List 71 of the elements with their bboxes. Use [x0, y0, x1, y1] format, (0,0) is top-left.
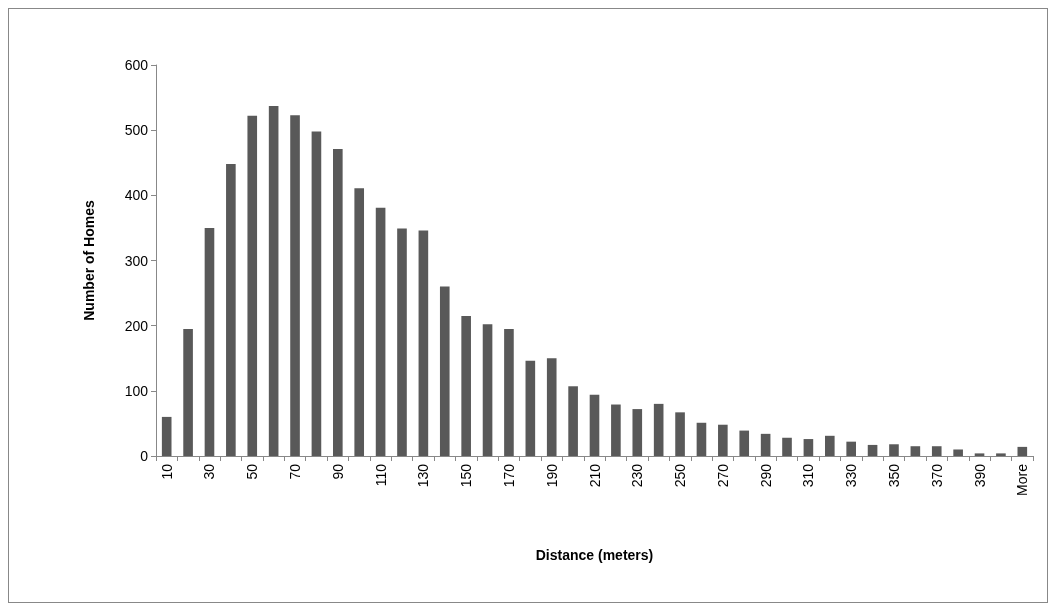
x-tick-label: 90 [329, 463, 346, 480]
x-tick-label: 330 [843, 463, 860, 488]
x-tick-label: 50 [244, 463, 261, 480]
bar [375, 207, 386, 456]
bar [803, 439, 814, 456]
bar [311, 131, 322, 456]
bar [226, 164, 236, 456]
bar [824, 435, 835, 456]
bar [418, 230, 429, 456]
bar [333, 149, 343, 456]
x-tick-label: 390 [971, 463, 988, 488]
x-tick-label: 190 [543, 463, 560, 488]
bar [161, 416, 172, 456]
y-tick-label: 200 [124, 317, 149, 334]
bar [354, 188, 365, 456]
x-tick-label: 210 [586, 463, 603, 488]
x-tick-label: 110 [372, 463, 389, 487]
bar [996, 453, 1006, 456]
bar [504, 328, 514, 456]
bar [653, 403, 664, 456]
bar [204, 227, 215, 456]
bar [589, 394, 600, 456]
bar [611, 404, 621, 456]
bar [568, 386, 578, 456]
bar [290, 115, 300, 456]
x-tick-label: 290 [757, 463, 774, 488]
x-tick-label: 170 [500, 463, 517, 488]
x-tick-label: 70 [287, 463, 304, 480]
bar [1017, 446, 1028, 456]
bar [782, 437, 792, 456]
x-axis-title: Distance (meters) [535, 547, 654, 563]
bar [889, 444, 899, 456]
bar [183, 328, 193, 456]
bar [696, 422, 707, 456]
bar [632, 409, 643, 456]
y-tick-label: 400 [124, 187, 149, 204]
x-tick-label: 250 [672, 463, 689, 488]
y-axis-title: Number of Homes [81, 200, 97, 321]
x-tick-label: 30 [201, 463, 218, 480]
bar [867, 444, 878, 456]
y-tick-label: 100 [124, 382, 149, 399]
bar [718, 424, 728, 456]
bar [974, 453, 985, 456]
bar [760, 433, 771, 456]
x-tick-label: More [1014, 463, 1031, 496]
bar [268, 106, 279, 456]
y-tick-label: 500 [124, 122, 149, 139]
y-tick-label: 300 [124, 252, 149, 269]
bar [546, 358, 557, 456]
bar [397, 228, 407, 456]
y-tick-label: 0 [140, 448, 149, 464]
x-tick-label: 370 [928, 463, 945, 488]
bar [846, 441, 856, 456]
bar [953, 449, 963, 456]
bar [739, 430, 750, 456]
x-tick-label: 350 [885, 463, 902, 488]
bar [461, 315, 471, 456]
x-tick-label: 150 [458, 463, 475, 488]
bar [910, 446, 921, 456]
x-tick-label: 310 [800, 463, 817, 488]
bar [439, 286, 450, 456]
y-tick-label: 600 [124, 57, 149, 73]
x-tick-label: 10 [158, 463, 175, 480]
bar [525, 360, 536, 456]
x-tick-label: 130 [415, 463, 432, 488]
x-tick-label: 270 [714, 463, 731, 488]
bar [675, 412, 685, 456]
x-tick-label: 230 [629, 463, 646, 488]
bar [931, 446, 942, 456]
bar [247, 115, 258, 456]
bar [482, 324, 493, 456]
